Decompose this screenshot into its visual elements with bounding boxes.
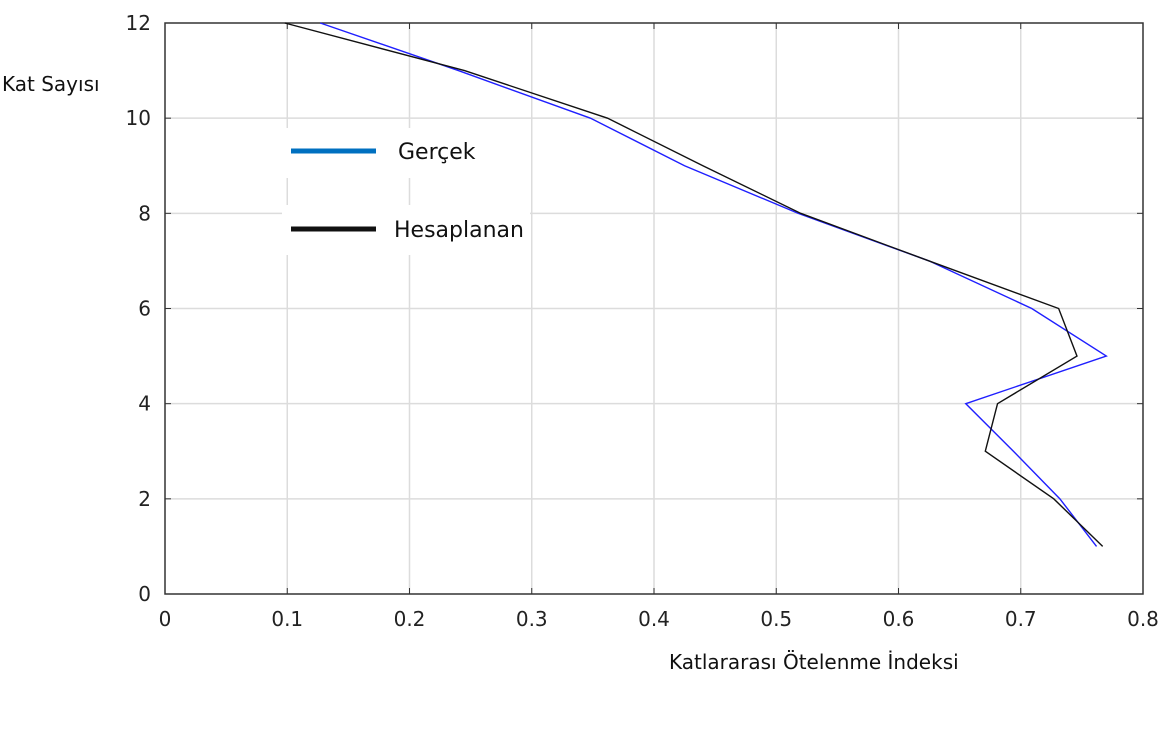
series-line-hesaplanan bbox=[284, 22, 1104, 547]
y-tick-label: 8 bbox=[138, 201, 151, 225]
plot-frame bbox=[164, 22, 1144, 595]
y-tick-label: 0 bbox=[138, 582, 151, 606]
y-tick-label: 2 bbox=[138, 487, 151, 511]
x-tick-label: 0.1 bbox=[271, 607, 303, 631]
y-axis-label: Kat Sayısı bbox=[2, 72, 100, 96]
x-tick-label: 0.5 bbox=[760, 607, 792, 631]
x-tick-label: 0 bbox=[159, 607, 172, 631]
series-line-gercek bbox=[320, 22, 1108, 547]
y-tick-label: 10 bbox=[126, 106, 151, 130]
legend-label: Gerçek bbox=[398, 140, 476, 165]
y-tick-label: 4 bbox=[138, 392, 151, 416]
x-tick-label: 0.3 bbox=[516, 607, 548, 631]
x-tick-label: 0.8 bbox=[1127, 607, 1159, 631]
x-tick-label: 0.4 bbox=[638, 607, 670, 631]
x-axis-label: Katlararası Ötelenme İndeksi bbox=[669, 650, 959, 674]
x-tick-label: 0.7 bbox=[1005, 607, 1037, 631]
y-tick-label: 6 bbox=[138, 297, 151, 321]
y-tick-label: 12 bbox=[126, 11, 151, 35]
x-tick-label: 0.2 bbox=[394, 607, 426, 631]
x-tick-label: 0.6 bbox=[883, 607, 915, 631]
legend-label: Hesaplanan bbox=[394, 218, 524, 243]
